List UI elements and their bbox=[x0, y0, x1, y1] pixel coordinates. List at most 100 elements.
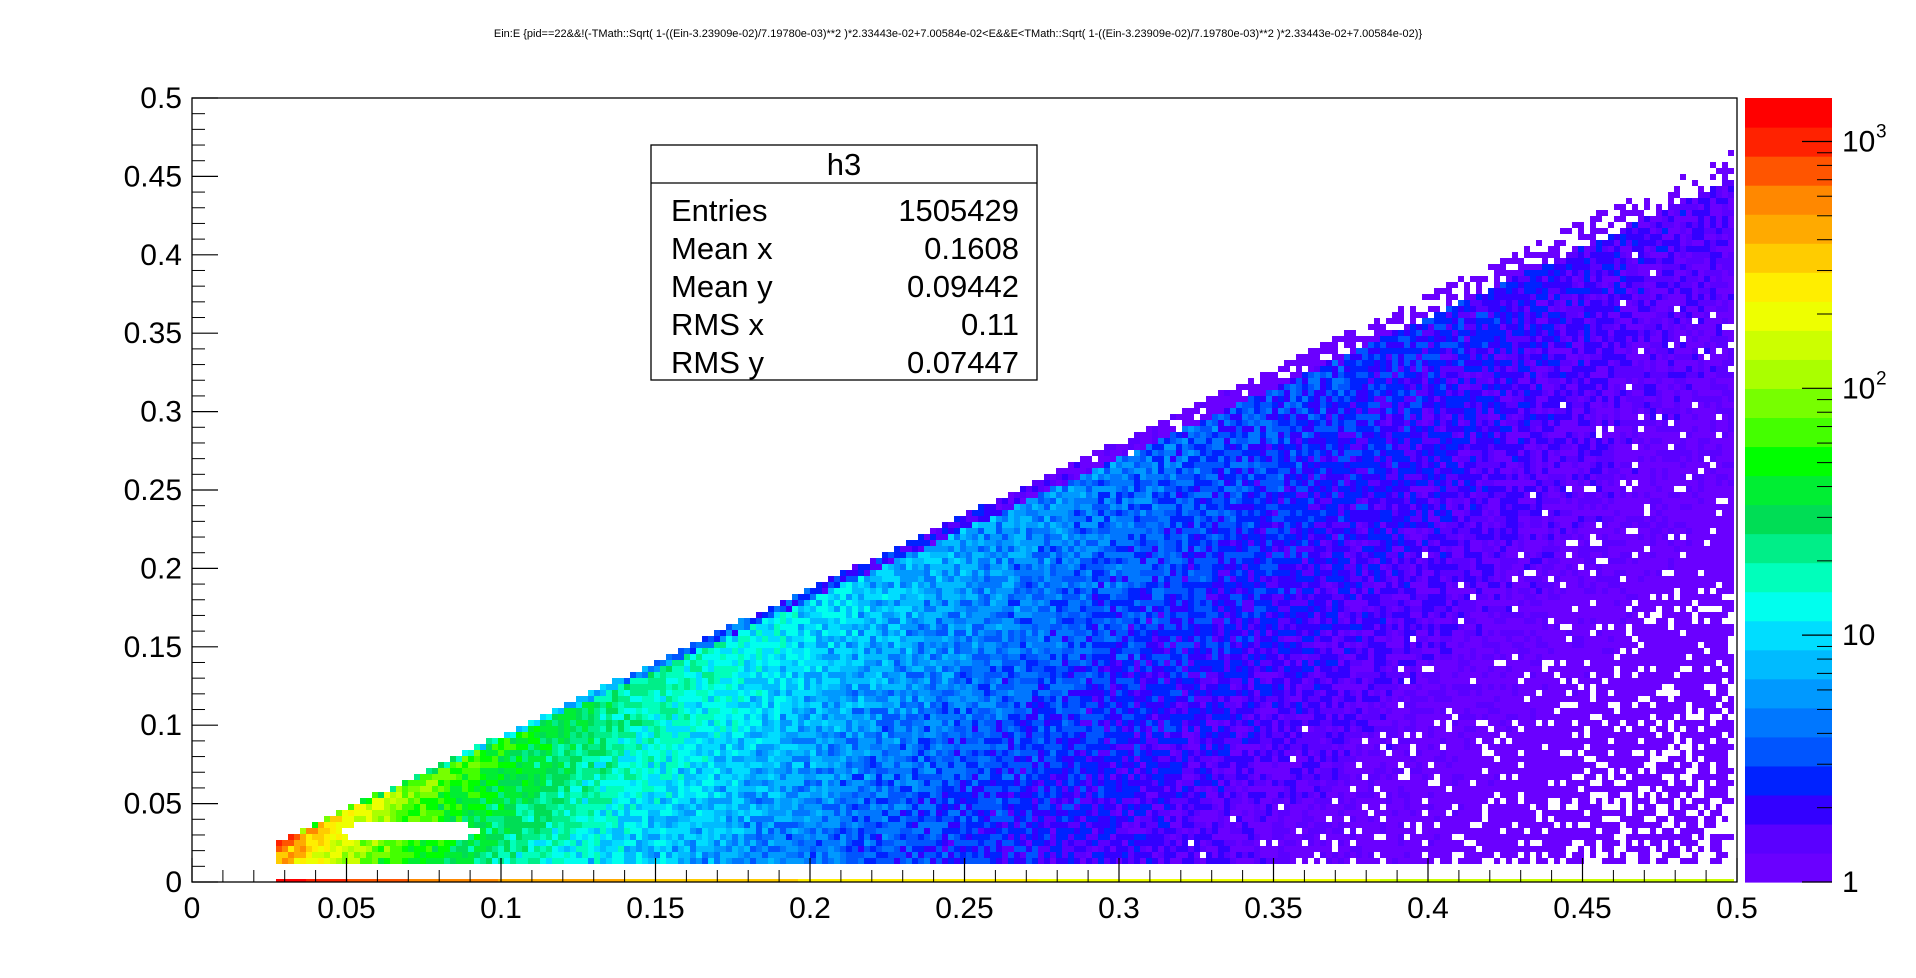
heatmap-cell bbox=[882, 780, 888, 786]
heatmap-cell bbox=[606, 786, 612, 792]
heatmap-cell bbox=[948, 810, 954, 816]
heatmap-cell bbox=[966, 714, 972, 720]
heatmap-cell bbox=[360, 798, 366, 804]
heatmap-cell bbox=[618, 696, 624, 702]
heatmap-cell bbox=[840, 714, 846, 720]
heatmap-cell bbox=[336, 828, 342, 834]
heatmap-cell bbox=[972, 684, 978, 690]
heatmap-cell bbox=[672, 720, 678, 726]
heatmap-cell bbox=[546, 744, 552, 750]
heatmap-cell bbox=[804, 654, 810, 660]
heatmap-cell bbox=[936, 582, 942, 588]
heatmap-cell bbox=[480, 744, 486, 750]
heatmap-cell bbox=[732, 852, 738, 858]
heatmap-cell bbox=[624, 750, 630, 756]
heatmap-cell bbox=[498, 822, 504, 828]
heatmap-cell bbox=[666, 828, 672, 834]
heatmap-cell bbox=[930, 756, 936, 762]
heatmap-cell bbox=[564, 858, 570, 864]
heatmap-cell bbox=[534, 792, 540, 798]
heatmap-cell bbox=[900, 768, 906, 774]
heatmap-cell bbox=[750, 744, 756, 750]
heatmap-cell bbox=[1050, 486, 1056, 492]
heatmap-cell bbox=[960, 612, 966, 618]
heatmap-cell bbox=[858, 726, 864, 732]
heatmap-cell bbox=[1032, 858, 1038, 864]
heatmap-cell bbox=[720, 732, 726, 738]
heatmap-cell bbox=[624, 738, 630, 744]
heatmap-cell bbox=[912, 684, 918, 690]
heatmap-cell bbox=[852, 660, 858, 666]
heatmap-cell bbox=[978, 726, 984, 732]
heatmap-cell bbox=[468, 786, 474, 792]
heatmap-cell bbox=[282, 846, 288, 852]
heatmap-cell bbox=[906, 738, 912, 744]
heatmap-cell bbox=[912, 750, 918, 756]
heatmap-cell bbox=[1020, 828, 1026, 834]
heatmap-cell bbox=[1080, 798, 1086, 804]
heatmap-cell bbox=[840, 696, 846, 702]
heatmap-cell bbox=[900, 804, 906, 810]
heatmap-cell bbox=[918, 726, 924, 732]
heatmap-cell bbox=[504, 816, 510, 822]
heatmap-cell bbox=[780, 708, 786, 714]
heatmap-cell bbox=[474, 852, 480, 858]
heatmap-cell bbox=[1062, 468, 1068, 474]
heatmap-cell bbox=[840, 798, 846, 804]
heatmap-cell bbox=[1074, 798, 1080, 804]
heatmap-cell bbox=[1098, 576, 1104, 582]
heatmap-cell bbox=[798, 840, 804, 846]
heatmap-cell bbox=[1092, 492, 1098, 498]
heatmap-cell bbox=[894, 714, 900, 720]
heatmap-cell bbox=[882, 720, 888, 726]
heatmap-cell bbox=[996, 768, 1002, 774]
heatmap-cell bbox=[960, 636, 966, 642]
heatmap-cell bbox=[984, 528, 990, 534]
heatmap-cell bbox=[1038, 846, 1044, 852]
heatmap-cell bbox=[1008, 510, 1014, 516]
heatmap-cell bbox=[984, 816, 990, 822]
heatmap-cell bbox=[1044, 696, 1050, 702]
heatmap-cell bbox=[846, 642, 852, 648]
heatmap-cell bbox=[1086, 780, 1092, 786]
heatmap-cell bbox=[1014, 552, 1020, 558]
heatmap-cell bbox=[642, 840, 648, 846]
heatmap-cell bbox=[942, 594, 948, 600]
heatmap-cell bbox=[804, 690, 810, 696]
heatmap-cell bbox=[516, 810, 522, 816]
heatmap-cell bbox=[1026, 744, 1032, 750]
heatmap-cell bbox=[606, 750, 612, 756]
heatmap-cell bbox=[840, 744, 846, 750]
heatmap-cell bbox=[906, 858, 912, 864]
heatmap-cell bbox=[810, 762, 816, 768]
heatmap-cell bbox=[1038, 564, 1044, 570]
heatmap-cell bbox=[930, 774, 936, 780]
heatmap-cell bbox=[846, 840, 852, 846]
heatmap-cell bbox=[984, 546, 990, 552]
heatmap-cell bbox=[852, 714, 858, 720]
heatmap-cell bbox=[678, 690, 684, 696]
heatmap-cell bbox=[990, 654, 996, 660]
heatmap-cell bbox=[930, 732, 936, 738]
heatmap-cell bbox=[978, 522, 984, 528]
heatmap-cell bbox=[726, 858, 732, 864]
heatmap-cell bbox=[1026, 702, 1032, 708]
heatmap-cell bbox=[678, 828, 684, 834]
heatmap-cell bbox=[678, 708, 684, 714]
heatmap-cell bbox=[720, 648, 726, 654]
heatmap-cell bbox=[720, 858, 726, 864]
heatmap-cell bbox=[924, 744, 930, 750]
heatmap-cell bbox=[996, 696, 1002, 702]
heatmap-cell bbox=[468, 804, 474, 810]
heatmap-cell bbox=[774, 714, 780, 720]
heatmap-cell bbox=[888, 726, 894, 732]
heatmap-cell bbox=[906, 702, 912, 708]
heatmap-cell bbox=[870, 744, 876, 750]
heatmap-cell bbox=[822, 684, 828, 690]
heatmap-cell bbox=[930, 852, 936, 858]
heatmap-cell bbox=[606, 714, 612, 720]
heatmap-cell bbox=[834, 768, 840, 774]
heatmap-cell bbox=[402, 840, 408, 846]
heatmap-cell bbox=[1086, 762, 1092, 768]
heatmap-cell bbox=[438, 852, 444, 858]
